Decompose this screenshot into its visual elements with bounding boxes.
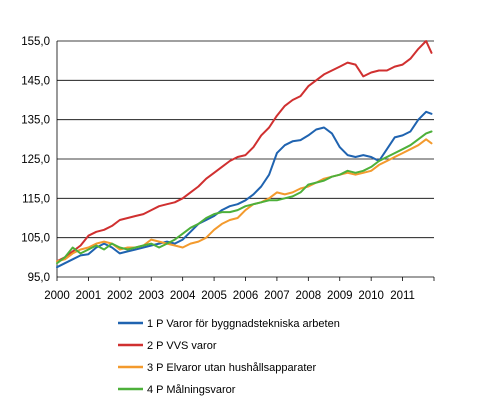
x-tick-label: 2006 xyxy=(233,290,259,302)
x-tick-label: 2010 xyxy=(358,290,384,302)
series-line-2 xyxy=(56,40,433,263)
x-tick-label: 2011 xyxy=(390,290,415,302)
x-tick-label: 2002 xyxy=(107,290,133,302)
y-tick-label: 125,0 xyxy=(21,154,50,166)
x-tick-labels: 2000 2001 2002 2003 2004 2005 2006 2007 2008 2009… xyxy=(44,290,415,302)
x-tick-label: 2004 xyxy=(170,290,196,302)
legend-label-4: 4 P Målningsvaror xyxy=(147,384,236,396)
series-lines xyxy=(56,40,433,269)
legend-label-3: 3 P Elvaror utan hushållsapparater xyxy=(147,362,317,374)
x-tick-label: 2003 xyxy=(138,290,164,302)
y-tick-label: 105,0 xyxy=(21,233,50,245)
legend-label-1: 1 P Varor för byggnadstekniska arbeten xyxy=(147,318,340,330)
gridlines xyxy=(57,40,434,278)
series-line-1 xyxy=(56,110,433,269)
x-tick-label: 2007 xyxy=(264,290,290,302)
plot-frame xyxy=(56,41,435,281)
y-tick-label: 115,0 xyxy=(22,193,50,205)
y-tick-label: 145,0 xyxy=(21,75,50,87)
x-tick-label: 2000 xyxy=(44,290,70,302)
y-tick-labels: 95,0 105,0 115,0 125,0 135,0 145,0 155,0 xyxy=(21,36,50,284)
x-tick-label: 2001 xyxy=(76,290,102,302)
x-tick-label: 2005 xyxy=(201,290,227,302)
x-tick-label: 2009 xyxy=(327,290,353,302)
y-tick-label: 135,0 xyxy=(21,115,50,127)
legend-label-2: 2 P VVS varor xyxy=(147,340,217,352)
legend: 1 P Varor för byggnadstekniska arbeten 2 … xyxy=(118,318,340,396)
y-tick-label: 155,0 xyxy=(21,36,50,48)
x-tick-label: 2008 xyxy=(296,290,322,302)
y-tick-label: 95,0 xyxy=(28,272,50,284)
series-line-3 xyxy=(56,138,433,263)
series-line-4 xyxy=(56,130,433,265)
